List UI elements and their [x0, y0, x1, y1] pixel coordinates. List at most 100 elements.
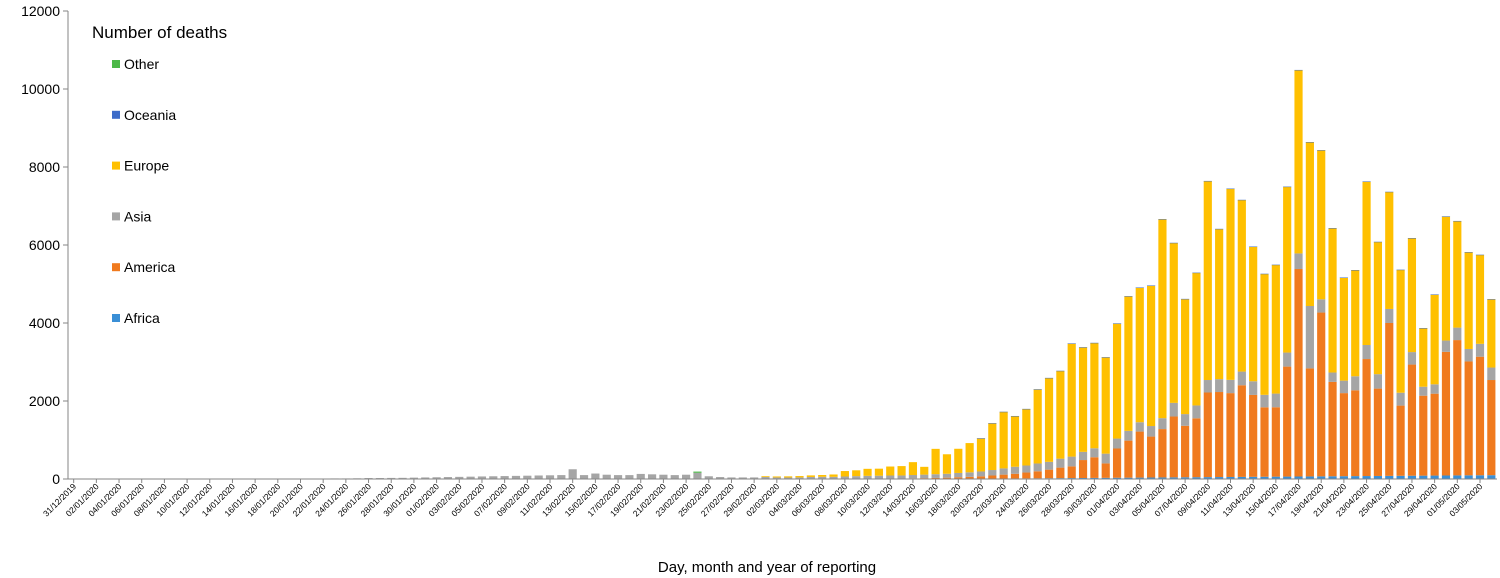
bar-segment-america	[1430, 393, 1439, 476]
bar-segment-asia	[682, 474, 691, 479]
bar-segment-asia	[852, 476, 861, 479]
bar-segment-oceania	[1158, 219, 1167, 220]
bar-segment-europe	[1351, 270, 1360, 377]
bar-segment-asia	[897, 475, 906, 479]
bar-segment-asia	[1112, 438, 1122, 449]
bar-segment-asia	[693, 472, 702, 479]
bar-segment-africa	[1430, 475, 1439, 479]
bar-segment-europe	[1010, 416, 1020, 467]
y-tick-label: 2000	[29, 393, 60, 409]
bar-segment-europe	[1101, 357, 1110, 454]
bar-segment-asia	[1351, 376, 1360, 391]
bar-segment-asia	[647, 474, 657, 479]
bar-segment-america	[1328, 381, 1337, 477]
bar-segment-europe	[931, 448, 940, 475]
bar-segment-africa	[1260, 476, 1269, 479]
bar-segment-africa	[1385, 475, 1394, 479]
bar-segment-europe	[886, 466, 895, 476]
bar-segment-asia	[1067, 456, 1076, 467]
bar-segment-africa	[1158, 477, 1167, 479]
bar-segment-europe	[1192, 272, 1201, 406]
bar-segment-europe	[1475, 254, 1485, 344]
bar-segment-america	[1249, 394, 1258, 477]
bar-segment-europe	[840, 471, 849, 477]
bar-segment-europe	[920, 466, 929, 475]
bar-segment-asia	[636, 473, 645, 479]
bar-segment-america	[1101, 463, 1110, 478]
bar-segment-europe	[988, 423, 997, 471]
bar-segment-africa	[1192, 477, 1201, 479]
bar-segment-africa	[1339, 476, 1348, 479]
bar-segment-asia	[942, 473, 952, 478]
y-tick-label: 12000	[21, 3, 60, 19]
bar-segment-africa	[1112, 477, 1122, 479]
bar-segment-asia	[1022, 465, 1031, 473]
bar-segment-asia	[591, 473, 600, 479]
bar-segment-america	[1147, 436, 1156, 478]
bar-segment-asia	[727, 477, 736, 479]
bar-segment-oceania	[1271, 264, 1280, 266]
bar-segment-asia	[489, 476, 498, 479]
bar-segment-america	[1305, 368, 1314, 477]
bar-segment-africa	[1271, 476, 1280, 479]
bar-segment-asia	[1283, 352, 1292, 367]
bar-segment-asia	[1169, 402, 1178, 417]
bar-segment-oceania	[1135, 287, 1144, 288]
bar-segment-america	[1158, 429, 1167, 478]
bar-segment-oceania	[1385, 191, 1394, 193]
bar-segment-europe	[1022, 408, 1031, 466]
bar-segment-asia	[1317, 299, 1326, 313]
bar-segment-america	[1339, 393, 1348, 477]
bar-segment-europe	[772, 476, 781, 478]
bar-segment-oceania	[1419, 328, 1428, 329]
bar-segment-oceania	[1328, 228, 1337, 229]
bar-segment-oceania	[1407, 238, 1417, 239]
bar-segment-europe	[1260, 273, 1269, 395]
x-axis-label: Day, month and year of reporting	[658, 559, 876, 576]
bar-segment-asia	[523, 475, 532, 479]
bar-segment-oceania	[1215, 228, 1224, 230]
bar-segment-europe	[1271, 264, 1280, 394]
bar-segment-oceania	[1317, 150, 1326, 151]
bar-segment-europe	[954, 448, 963, 473]
bar-segment-america	[1260, 407, 1269, 477]
bar-segment-america	[1475, 356, 1485, 476]
bar-segment-asia	[1249, 381, 1258, 395]
bar-segment-america	[1441, 351, 1451, 476]
bar-segment-america	[1169, 416, 1178, 478]
bar-segment-asia	[511, 475, 521, 479]
bar-segment-asia	[1373, 374, 1382, 389]
bar-segment-europe	[829, 474, 838, 477]
bar-segment-europe	[874, 468, 883, 476]
bar-segment-oceania	[1090, 342, 1099, 344]
legend-label-other: Other	[124, 56, 159, 72]
bar-segment-oceania	[1067, 343, 1076, 344]
bar-segment-africa	[1407, 475, 1417, 479]
bar-segment-america	[1419, 395, 1428, 476]
bar-segment-america	[1487, 380, 1496, 476]
bar-segment-asia	[954, 472, 963, 478]
bar-segment-asia	[1305, 306, 1314, 369]
y-axis: 0 2000 4000 6000 8000 10000 12000	[21, 3, 69, 487]
bar-segment-asia	[568, 469, 577, 479]
bar-segment-europe	[942, 454, 952, 474]
bar-segment-europe	[1181, 299, 1190, 415]
bar-segment-asia	[1101, 453, 1110, 464]
bar-segment-asia	[1090, 448, 1099, 458]
bar-segment-oceania	[1044, 377, 1054, 379]
bars-layer	[205, 69, 1496, 480]
bar-segment-oceania	[1339, 277, 1348, 278]
bar-segment-africa	[1147, 477, 1156, 479]
bar-segment-oceania	[1475, 254, 1485, 256]
bar-segment-europe	[1033, 389, 1042, 464]
bar-segment-asia	[1294, 253, 1303, 270]
legend-label-oceania: Oceania	[124, 107, 176, 123]
bar-segment-europe	[1464, 252, 1473, 349]
bar-segment-europe	[1147, 285, 1156, 427]
bar-segment-asia	[1135, 422, 1144, 432]
bar-segment-asia	[455, 476, 464, 479]
bar-segment-america	[931, 477, 940, 479]
bar-segment-africa	[1249, 476, 1258, 479]
bar-segment-asia	[1147, 426, 1156, 437]
